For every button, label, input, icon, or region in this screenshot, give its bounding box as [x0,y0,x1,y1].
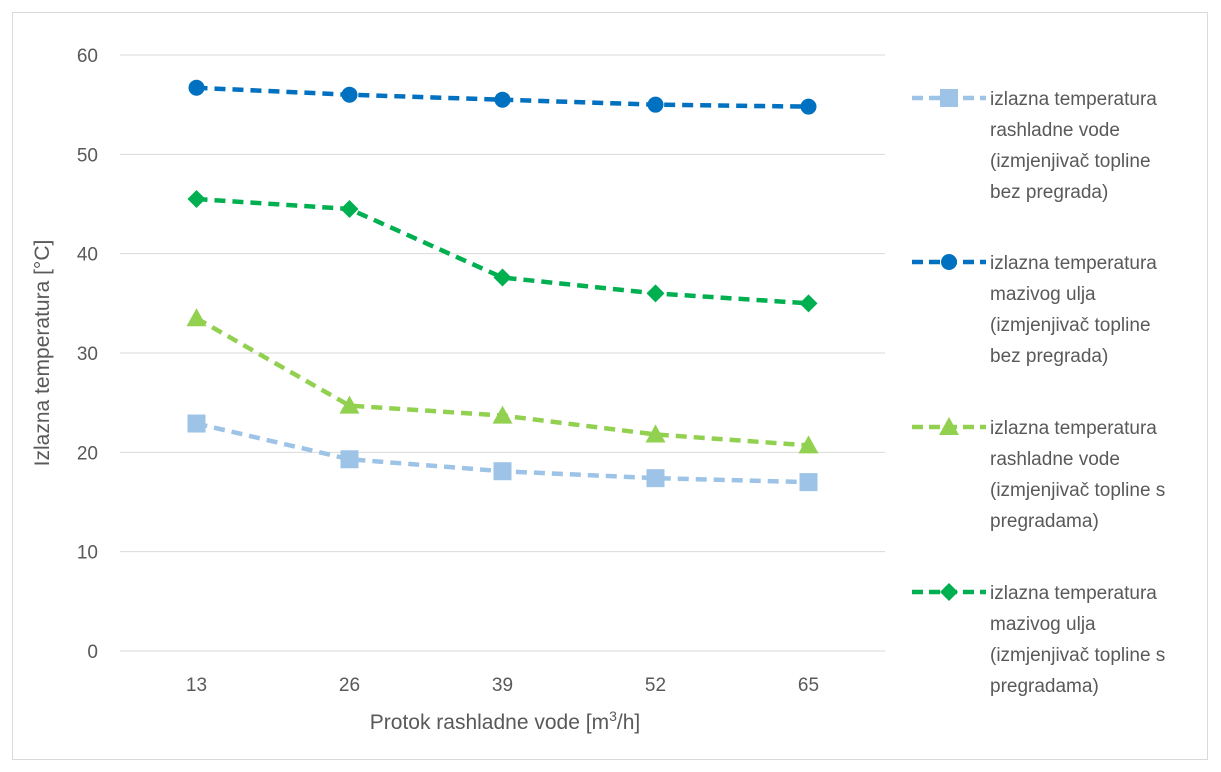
data-point [187,190,206,209]
legend-marker [941,254,957,270]
data-point [645,424,666,443]
data-point [187,414,206,433]
data-point [493,462,512,481]
legend-entry-1: izlazna temperatura rashladne vode (izmjen… [912,89,1157,203]
data-point [798,435,819,454]
legend-label-line: rashladne vode [990,449,1120,470]
gridlines [120,54,885,652]
legend-label-line: izlazna temperatura [990,253,1157,274]
x-axis-title: Protok rashladne vode [m3/h] [370,708,640,734]
legend-label-line: bez pregrada) [990,346,1108,367]
data-point [647,96,664,113]
x-axis-title-tail: /h] [617,711,640,734]
legend: izlazna temperatura rashladne vode (izmjen… [912,89,1165,697]
legend-label-line: izlazna temperatura [990,89,1157,110]
data-point [340,199,359,218]
data-point [493,268,512,287]
series-1 [187,414,818,492]
series-4 [187,190,818,313]
series-group [186,79,819,492]
x-tick-label: 65 [798,675,819,696]
chart-frame [12,12,1208,760]
legend-entry-2: izlazna temperatura mazivog ulja (izmjenji… [912,253,1157,367]
data-point [799,294,818,313]
y-tick-label: 0 [87,642,98,663]
y-tick-label: 60 [77,46,98,67]
series-line [196,196,809,306]
y-axis-ticks: 0 10 20 30 40 50 60 [77,46,98,663]
legend-label-line: pregradama) [990,511,1099,532]
x-axis-ticks: 13 26 39 52 65 [186,675,819,696]
y-tick-label: 10 [77,543,98,564]
legend-label-line: izlazna temperatura [990,418,1157,439]
x-axis-title-superscript: 3 [609,708,617,724]
legend-label-line: bez pregrada) [990,182,1108,203]
x-tick-label: 13 [186,675,207,696]
y-axis-title: Izlazna temperatura [°C] [31,240,54,467]
legend-label-line: (izmjenjivač topline s [990,480,1165,501]
legend-entry-4: izlazna temperatura mazivog ulja (izmjenji… [912,583,1165,697]
legend-label-line: rashladne vode [990,120,1120,141]
series-line [195,316,809,448]
legend-entry-3: izlazna temperatura rashladne vode (izmjen… [912,417,1165,532]
data-point [340,450,359,469]
data-point [494,91,511,108]
legend-marker [940,583,958,601]
y-tick-label: 30 [77,344,98,365]
data-point [799,473,818,492]
data-point [339,395,360,414]
series-2 [188,79,817,115]
legend-label-line: mazivog ulja [990,614,1096,635]
series-3 [186,308,819,454]
y-tick-label: 20 [77,443,98,464]
legend-marker [939,417,959,435]
legend-label-line: (izmjenjivač topline [990,151,1151,172]
data-point [492,405,513,424]
data-point [800,98,817,115]
data-point [646,284,665,303]
legend-label-line: mazivog ulja [990,284,1096,305]
legend-label-line: pregradama) [990,676,1099,697]
x-axis-title-main: Protok rashladne vode [m [370,711,609,734]
data-point [188,79,205,96]
x-tick-label: 52 [645,675,666,696]
y-tick-label: 40 [77,245,98,266]
legend-label-line: (izmjenjivač topline s [990,645,1165,666]
x-tick-label: 39 [492,675,513,696]
data-point [341,86,358,103]
data-point [186,308,207,327]
legend-label-line: izlazna temperatura [990,583,1157,604]
legend-marker [940,89,958,107]
data-point [646,469,665,488]
x-tick-label: 26 [339,675,360,696]
legend-label-line: (izmjenjivač topline [990,315,1151,336]
y-tick-label: 50 [77,145,98,166]
